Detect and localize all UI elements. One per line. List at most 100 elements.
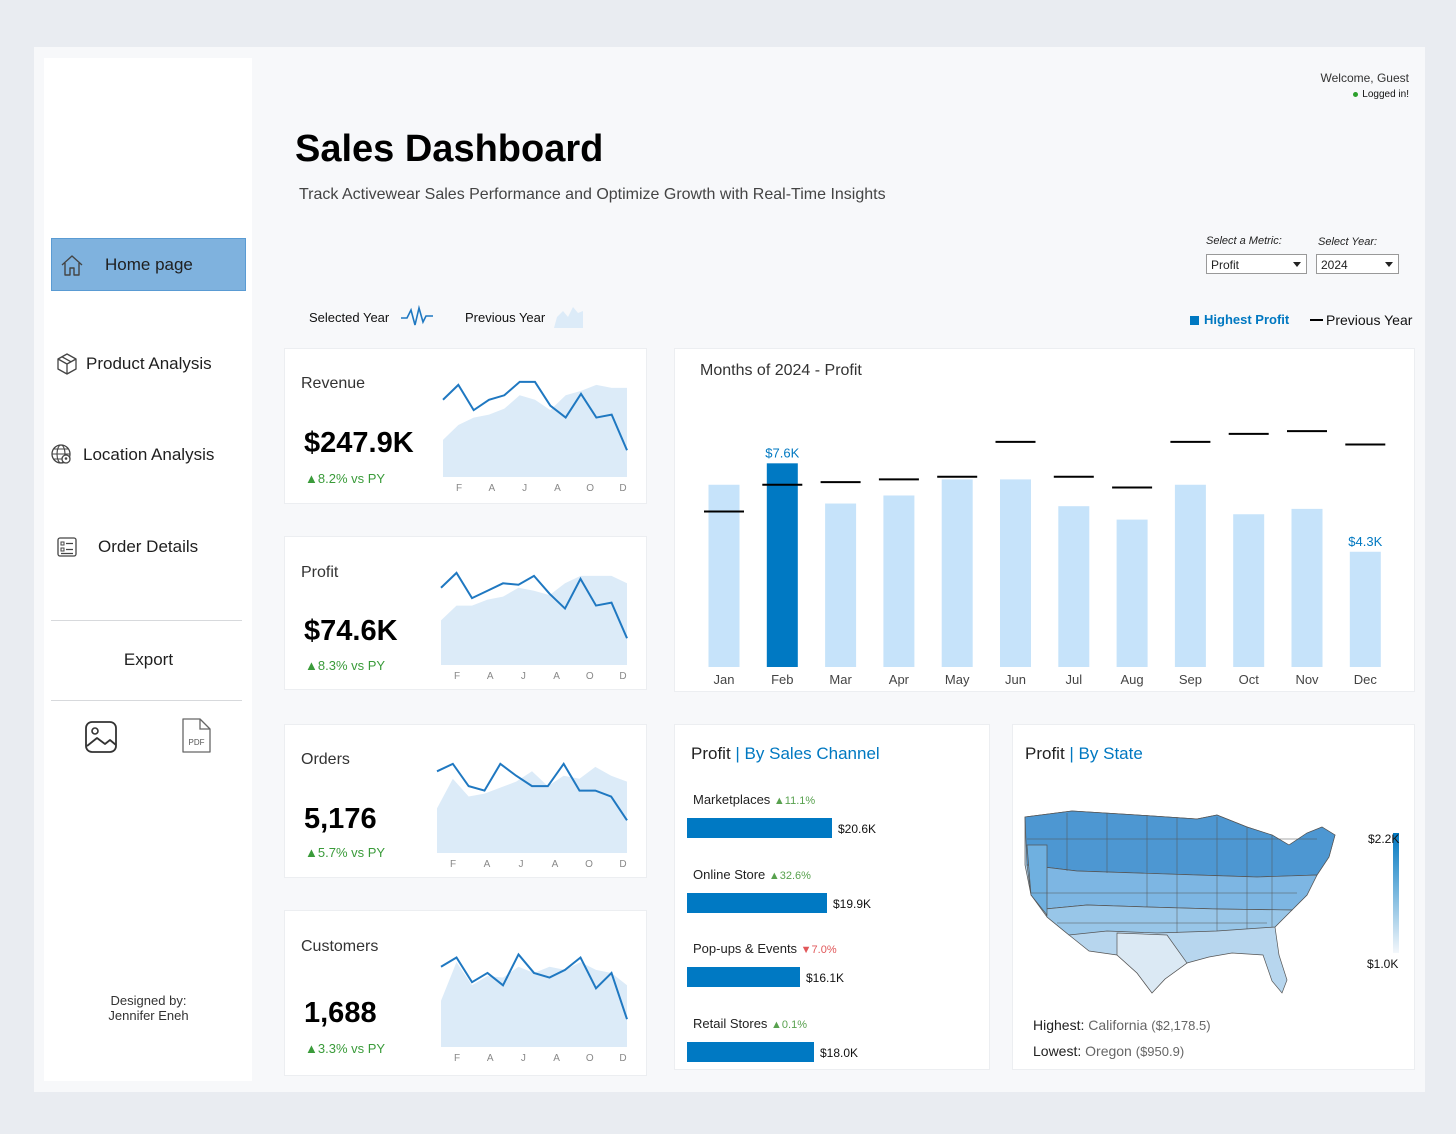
- selected-year-line: [436, 762, 628, 821]
- channel-label: Retail Stores ▲0.1%: [693, 1016, 807, 1031]
- channel-bar[interactable]: [687, 892, 827, 913]
- sidebar: [44, 58, 252, 1081]
- sidebar-item-label: Home page: [105, 254, 193, 274]
- channel-bar[interactable]: [687, 1041, 814, 1062]
- highest-state: Highest: California ($2,178.5): [1033, 1017, 1211, 1033]
- bar-data-label: $4.3K: [1348, 534, 1382, 549]
- kpi-card-revenue[interactable]: Revenue $247.9K ▲8.2% vs PY F A J A O D: [284, 348, 647, 504]
- selected-year-line: [440, 571, 628, 639]
- channel-name: Online Store: [693, 866, 769, 882]
- channel-value: $19.9K: [833, 896, 872, 911]
- kpi-card-orders[interactable]: Orders 5,176 ▲5.7% vs PY F A J A O D: [284, 724, 647, 878]
- sparkline-tick-label: J: [521, 671, 526, 682]
- selected-year-line: [440, 952, 628, 1020]
- state-title-accent: | By State: [1069, 744, 1143, 763]
- bar-mar[interactable]: [825, 503, 857, 667]
- x-axis-label: Apr: [889, 672, 910, 687]
- globe-icon: [48, 441, 76, 469]
- sidebar-item-home[interactable]: Home page: [51, 238, 246, 291]
- bar-may[interactable]: [941, 479, 973, 667]
- kpi-value: $74.6K: [304, 615, 398, 647]
- previous-year-area: [437, 766, 627, 853]
- channel-change: ▲0.1%: [771, 1018, 808, 1031]
- highest-state-name: California: [1088, 1017, 1148, 1033]
- sidebar-divider: [51, 620, 242, 621]
- sparkline-tick-label: O: [585, 859, 593, 870]
- kpi-change: ▲8.2% vs PY: [305, 471, 386, 486]
- bar-jun[interactable]: [1000, 479, 1031, 667]
- kpi-change: ▲5.7% vs PY: [305, 845, 386, 860]
- chevron-down-icon: [1293, 262, 1301, 267]
- year-select[interactable]: 2024: [1316, 254, 1399, 274]
- x-axis-label: Jun: [1005, 672, 1026, 687]
- x-axis-label: Oct: [1239, 672, 1260, 687]
- sparkline-tick-label: F: [454, 671, 460, 682]
- channel-change: ▲32.6%: [768, 869, 811, 882]
- kpi-card-profit[interactable]: Profit $74.6K ▲8.3% vs PY F A J A O D: [284, 536, 647, 690]
- sparkline-tick-label: A: [552, 859, 559, 870]
- metric-select[interactable]: Profit: [1206, 254, 1307, 274]
- sidebar-item-location-analysis[interactable]: Location Analysis: [51, 428, 246, 481]
- us-map[interactable]: [1017, 805, 1347, 1005]
- bar-jul[interactable]: [1058, 506, 1090, 667]
- sidebar-item-product-analysis[interactable]: Product Analysis: [51, 337, 246, 390]
- channel-value: $18.0K: [820, 1045, 859, 1060]
- channel-bar[interactable]: [687, 818, 832, 838]
- sparkline-tick-label: D: [619, 859, 626, 870]
- sparkline-tick-label: O: [586, 1053, 594, 1064]
- highest-state-amount: ($2,178.5): [1151, 1018, 1211, 1033]
- box-icon: [53, 350, 81, 378]
- kpi-name: Orders: [301, 751, 350, 768]
- x-axis-label: Jan: [714, 672, 735, 687]
- scale-min-label: $1.0K: [1367, 957, 1399, 971]
- kpi-change: ▲8.3% vs PY: [305, 658, 386, 673]
- legend-highest-profit: Highest Profit: [1204, 312, 1290, 327]
- chevron-down-icon: [1385, 262, 1393, 267]
- pdf-icon[interactable]: PDF: [179, 717, 215, 755]
- previous-year-area: [441, 962, 627, 1047]
- bar-feb[interactable]: [766, 463, 798, 667]
- year-label: Select Year:: [1318, 236, 1378, 248]
- kpi-card-customers[interactable]: Customers 1,688 ▲3.3% vs PY F A J A O D: [284, 910, 647, 1076]
- page-subtitle: Track Activewear Sales Performance and O…: [299, 186, 886, 203]
- sidebar-item-order-details[interactable]: Order Details: [51, 520, 246, 573]
- lowest-state-name: Oregon: [1085, 1043, 1132, 1059]
- sidebar-item-label: Product Analysis: [86, 353, 212, 373]
- channel-value: $16.1K: [806, 971, 845, 985]
- bar-nov[interactable]: [1291, 508, 1323, 667]
- lowest-state: Lowest: Oregon ($950.9): [1033, 1043, 1184, 1059]
- bar-sep[interactable]: [1174, 484, 1206, 667]
- kpi-name: Customers: [301, 938, 379, 955]
- sidebar-divider: [51, 700, 242, 701]
- page-title: Sales Dashboard: [295, 128, 604, 170]
- lowest-state-amount: ($950.9): [1135, 1044, 1185, 1059]
- bar-jan[interactable]: [708, 484, 740, 667]
- channel-value: $20.6K: [838, 822, 877, 836]
- x-axis-label: Feb: [771, 672, 793, 687]
- x-axis-label: Mar: [829, 672, 852, 687]
- bar-oct[interactable]: [1233, 514, 1265, 667]
- bar-dec[interactable]: [1349, 551, 1381, 667]
- previous-year-swatch: [1310, 319, 1323, 321]
- bar-apr[interactable]: [883, 495, 915, 667]
- channel-name: Retail Stores: [693, 1015, 772, 1031]
- bar-aug[interactable]: [1116, 519, 1148, 667]
- legend-previous-year: Previous Year: [465, 310, 546, 325]
- lowest-label: Lowest:: [1033, 1043, 1082, 1059]
- login-status-text: Logged in!: [1362, 89, 1409, 100]
- sparkline-tick-label: O: [586, 671, 594, 682]
- channel-change: ▼7.0%: [800, 944, 837, 956]
- channel-label: Online Store ▲32.6%: [693, 867, 811, 882]
- channel-bar[interactable]: [687, 967, 800, 987]
- sparkline-tick-label: J: [522, 483, 527, 494]
- sparkline-tick-label: J: [521, 1053, 526, 1064]
- x-axis-label: Dec: [1354, 672, 1378, 687]
- image-icon[interactable]: [83, 718, 119, 756]
- metric-select-value: Profit: [1211, 258, 1240, 272]
- sparkline-tick-label: F: [454, 1053, 460, 1064]
- chart-title: Months of 2024 - Profit: [700, 362, 862, 379]
- sparkline-tick-label: A: [553, 1053, 560, 1064]
- x-axis-label: Nov: [1295, 672, 1319, 687]
- channel-label: Marketplaces ▲11.1%: [693, 792, 815, 807]
- home-icon: [58, 251, 86, 279]
